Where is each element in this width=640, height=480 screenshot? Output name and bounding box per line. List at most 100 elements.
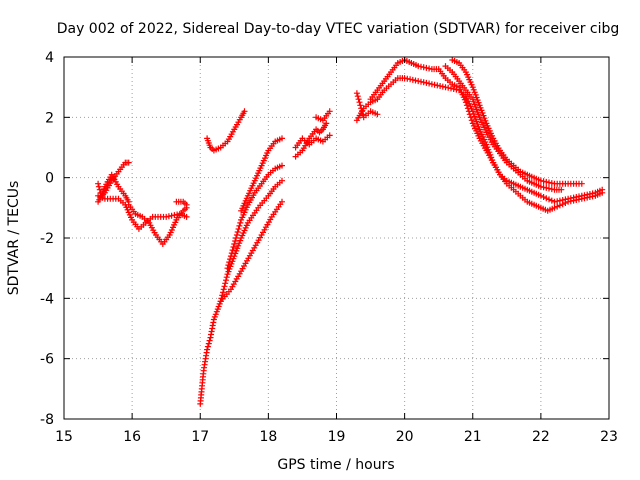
data-point	[475, 111, 482, 118]
data-point	[481, 115, 488, 122]
data-point	[95, 183, 102, 190]
data-point	[217, 298, 224, 305]
data-point	[548, 197, 555, 204]
y-tick-label: -6	[40, 352, 54, 368]
y-tick-label: -8	[40, 412, 54, 428]
series-arc-o	[353, 75, 606, 214]
series-arc-g	[217, 177, 285, 305]
series-arc-q	[449, 57, 585, 187]
x-tick-label: 19	[328, 429, 346, 445]
data-point	[222, 280, 229, 287]
data-point	[125, 159, 132, 166]
data-point	[230, 244, 237, 250]
data-point	[374, 111, 381, 118]
data-point	[418, 63, 424, 70]
axis-ticks: 15 16 17 18 19 20 21 22 23 -8 -6 -4 -2 0 2 4	[40, 50, 618, 445]
x-tick-label: 20	[396, 429, 414, 445]
series-arc-k	[292, 120, 330, 160]
data-point	[418, 78, 424, 85]
series-arc-h	[224, 162, 285, 272]
data-point	[241, 108, 248, 115]
data-point	[469, 84, 476, 91]
data-point	[462, 99, 469, 106]
data-point	[204, 346, 211, 353]
data-point	[279, 162, 285, 169]
x-tick-label: 16	[123, 429, 141, 445]
chart-title: Day 002 of 2022, Sidereal Day-to-day VTE…	[57, 21, 620, 37]
data-point	[226, 259, 233, 266]
data-point	[206, 337, 213, 344]
data-point	[551, 204, 558, 211]
x-tick-label: 15	[55, 429, 73, 445]
series-arc-p	[367, 57, 606, 205]
data-point	[326, 132, 333, 139]
data-point	[225, 262, 232, 269]
data-point	[205, 340, 212, 347]
data-point	[228, 250, 235, 257]
data-point	[204, 343, 211, 350]
x-tick-label: 23	[600, 429, 618, 445]
data-point	[234, 229, 241, 235]
x-axis-label: GPS time / hours	[277, 457, 394, 473]
data-point	[537, 192, 544, 199]
data-point	[467, 114, 474, 121]
x-tick-label: 22	[532, 429, 550, 445]
data-point	[229, 247, 236, 254]
data-point	[223, 274, 230, 281]
y-tick-label: -4	[40, 291, 54, 307]
series-arc-l	[292, 132, 333, 151]
x-tick-label: 18	[259, 429, 277, 445]
data-marks	[95, 57, 606, 407]
series-arc-e	[173, 198, 190, 208]
series-arc-j	[204, 108, 248, 154]
data-point	[464, 105, 471, 112]
data-point	[237, 219, 244, 226]
data-point	[326, 108, 333, 115]
data-point	[355, 96, 362, 103]
data-point	[233, 232, 240, 238]
series-arc-r	[442, 63, 565, 193]
y-tick-label: 0	[45, 171, 54, 187]
series-arc-m	[313, 108, 333, 124]
data-point	[546, 196, 552, 203]
data-point	[353, 90, 360, 97]
data-point	[466, 111, 473, 118]
data-point	[474, 121, 481, 128]
data-point	[221, 283, 228, 290]
data-point	[578, 180, 585, 187]
data-point	[96, 186, 103, 193]
data-point	[279, 198, 285, 205]
series-arc-c	[95, 192, 190, 232]
data-point	[220, 286, 227, 293]
data-point	[232, 238, 239, 244]
data-point	[428, 81, 435, 88]
y-tick-label: 4	[45, 50, 54, 66]
data-point	[463, 102, 470, 109]
data-point	[357, 102, 364, 109]
data-point	[183, 201, 190, 208]
data-point	[554, 203, 561, 210]
data-point	[235, 226, 242, 232]
data-point	[543, 195, 550, 202]
y-tick-label: 2	[45, 110, 54, 126]
data-point	[233, 235, 239, 241]
x-tick-label: 21	[464, 429, 482, 445]
data-point	[442, 84, 449, 91]
x-tick-label: 17	[191, 429, 209, 445]
data-point	[219, 292, 226, 299]
data-point	[183, 213, 190, 220]
series-arc-i	[238, 135, 285, 214]
data-point	[558, 186, 565, 193]
data-point	[426, 80, 433, 87]
data-point	[227, 253, 234, 260]
data-point	[354, 93, 361, 100]
data-point	[279, 177, 285, 184]
data-point	[404, 75, 411, 82]
data-point	[599, 186, 606, 193]
data-point	[231, 241, 238, 247]
grid	[64, 57, 609, 419]
data-point	[465, 108, 472, 115]
data-point	[224, 265, 231, 272]
series-arc-d	[125, 201, 190, 247]
